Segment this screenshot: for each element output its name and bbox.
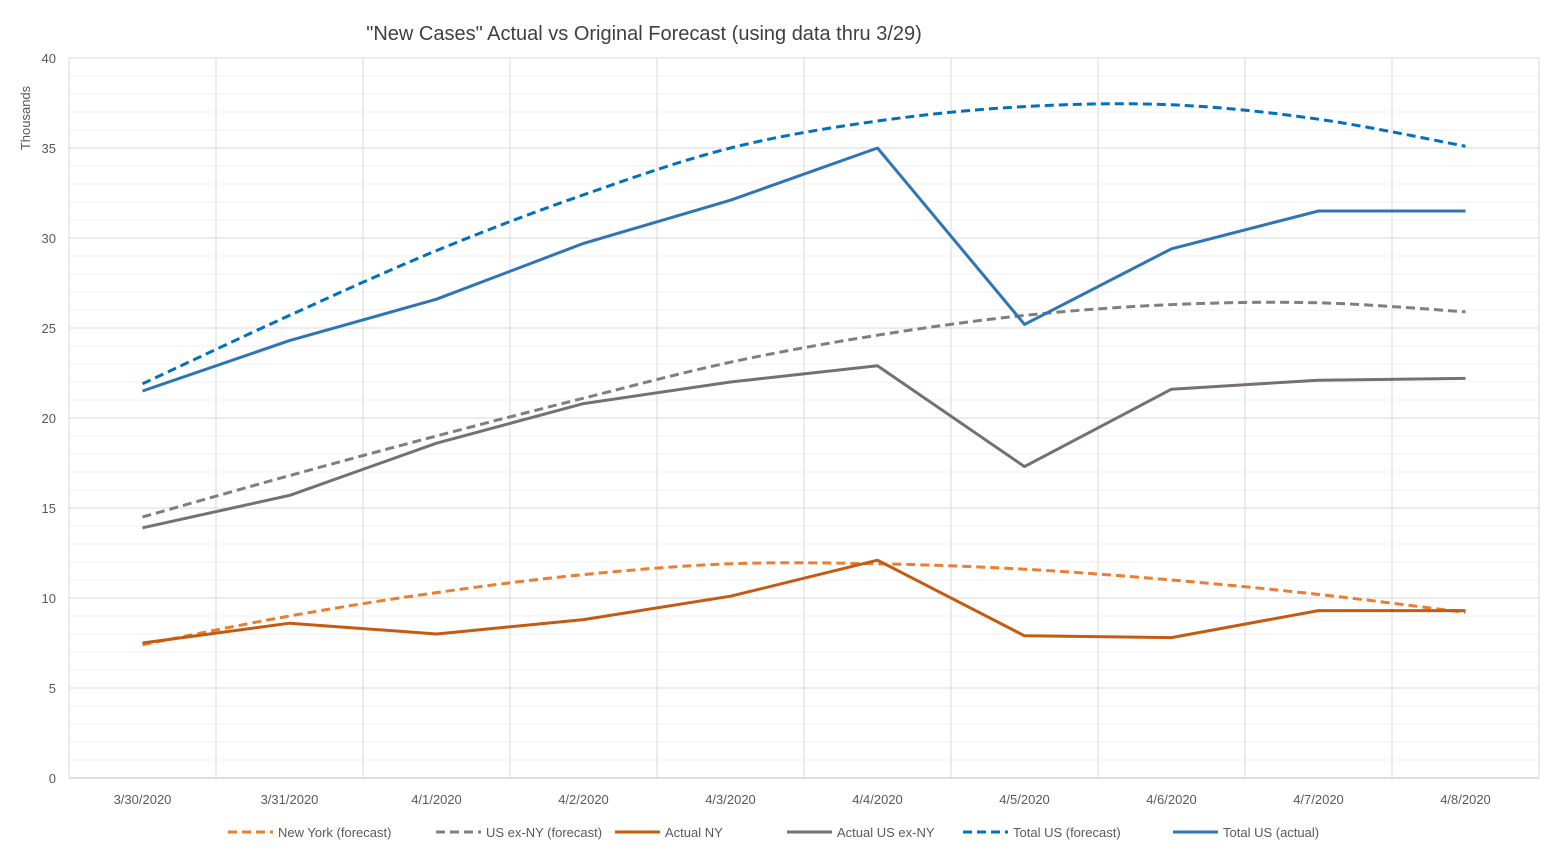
x-tick-label: 4/4/2020 <box>852 792 903 807</box>
x-tick-label: 4/5/2020 <box>999 792 1050 807</box>
x-tick-label: 4/1/2020 <box>411 792 462 807</box>
series-line-new-york-forecast <box>142 561 1466 647</box>
legend-item-us-ex-ny-forecast: US ex-NY (forecast) <box>436 825 602 840</box>
y-tick-label: 5 <box>49 681 56 696</box>
legend-label: New York (forecast) <box>278 825 391 840</box>
x-tick-label: 4/7/2020 <box>1293 792 1344 807</box>
y-tick-label: 20 <box>42 411 56 426</box>
series-line-us-ex-ny-forecast <box>142 300 1466 519</box>
axis-layer: 0 5 10 15 20 25 30 35 40 3/30/2020 3/31/2020 4/1/20… <box>42 51 1539 807</box>
x-tick-label: 4/2/2020 <box>558 792 609 807</box>
x-tick-label: 4/6/2020 <box>1146 792 1197 807</box>
legend-item-new-york-forecast: New York (forecast) <box>228 825 391 840</box>
legend-item-total-us-actual: Total US (actual) <box>1173 825 1319 840</box>
x-tick-label: 3/30/2020 <box>114 792 172 807</box>
y-tick-label: 25 <box>42 321 56 336</box>
y-tick-label: 15 <box>42 501 56 516</box>
series-line-total-us-forecast <box>141 102 1466 386</box>
series-layer <box>141 102 1466 647</box>
legend-item-actual-us-ex-ny: Actual US ex-NY <box>787 825 935 840</box>
x-tick-label: 4/3/2020 <box>705 792 756 807</box>
y-tick-label: 0 <box>49 771 56 786</box>
y-tick-label: 40 <box>42 51 56 66</box>
legend-label: US ex-NY (forecast) <box>486 825 602 840</box>
grid-layer <box>69 57 1540 779</box>
chart-title: "New Cases" Actual vs Original Forecast … <box>366 23 922 45</box>
x-tick-label: 4/8/2020 <box>1440 792 1491 807</box>
legend-label: Total US (actual) <box>1223 825 1319 840</box>
legend-label: Total US (forecast) <box>1013 825 1121 840</box>
legend-label: Actual NY <box>665 825 723 840</box>
y-tick-label: 35 <box>42 141 56 156</box>
series-line-actual-ny <box>142 558 1466 645</box>
y-tick-label: 30 <box>42 231 56 246</box>
series-line-actual-us-ex-ny <box>142 364 1466 530</box>
legend-item-total-us-forecast: Total US (forecast) <box>963 825 1121 840</box>
legend-label: Actual US ex-NY <box>837 825 935 840</box>
series-line-total-us-actual <box>142 146 1466 393</box>
x-tick-label: 3/31/2020 <box>261 792 319 807</box>
y-axis-title: Thousands <box>18 85 33 150</box>
y-tick-label: 10 <box>42 591 56 606</box>
legend: New York (forecast) US ex-NY (forecast) Ac… <box>228 825 1319 840</box>
legend-item-actual-ny: Actual NY <box>615 825 723 840</box>
